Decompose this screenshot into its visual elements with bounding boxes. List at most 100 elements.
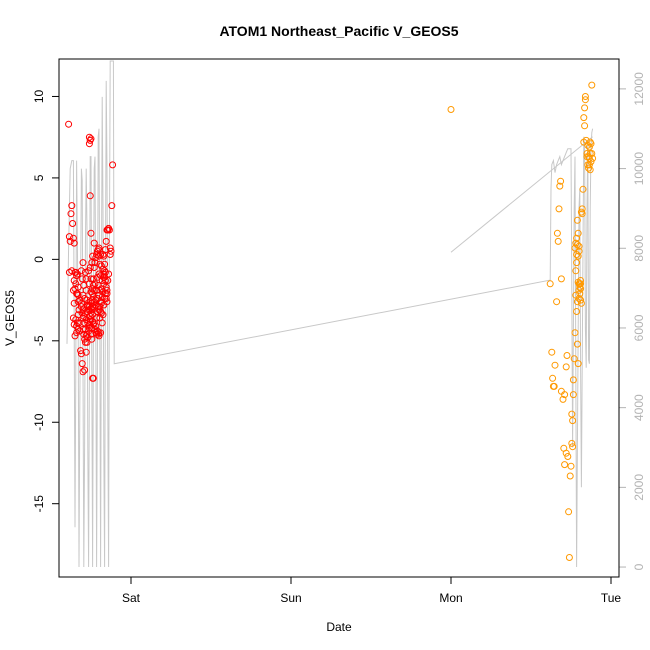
data-point-s1-173 — [74, 291, 82, 299]
data-point-s1-197 — [86, 192, 94, 200]
x-tick-label: Sun — [280, 591, 301, 605]
data-point-s1-166 — [82, 332, 90, 340]
y2-tick-label: 6000 — [632, 314, 646, 341]
data-point-s1-4 — [68, 202, 76, 210]
data-point-s2-56 — [578, 205, 586, 213]
data-point-s2-39 — [572, 267, 580, 275]
data-point-s1-135 — [97, 251, 105, 258]
data-point-s1-83 — [90, 239, 98, 247]
data-point-s2-91 — [573, 259, 581, 267]
data-point-s2-63 — [581, 96, 589, 104]
data-point-s2-54 — [577, 280, 585, 288]
data-point-s2-58 — [579, 185, 587, 193]
y2-tick-label: 8000 — [632, 235, 646, 262]
data-point-s2-6 — [551, 361, 559, 369]
data-point-s1-5 — [69, 220, 77, 227]
data-point-s1-153 — [93, 286, 101, 294]
data-point-s2-22 — [564, 453, 572, 460]
data-point-s1-176 — [98, 319, 106, 327]
data-point-s1-156 — [90, 286, 98, 294]
data-point-s2-31 — [569, 417, 577, 425]
y-tick-label: 0 — [32, 256, 46, 263]
data-point-s2-87 — [574, 252, 582, 260]
y2-tick-label: 10000 — [632, 152, 646, 186]
data-point-s1-198 — [95, 329, 103, 337]
data-point-s1-39 — [82, 275, 90, 283]
data-point-s1-155 — [91, 280, 99, 288]
data-point-s2-7 — [553, 298, 561, 306]
data-point-s1-165 — [83, 338, 91, 346]
data-point-s1-184 — [101, 267, 109, 275]
data-point-s2-90 — [571, 244, 579, 252]
data-point-s1-109 — [106, 244, 114, 252]
data-point-s1-111 — [108, 202, 116, 210]
data-point-s1-136 — [92, 322, 100, 330]
data-point-s2-5 — [550, 382, 558, 390]
data-point-s1-46 — [79, 368, 87, 376]
y-tick-label: -15 — [32, 495, 46, 513]
data-point-s2-24 — [565, 554, 573, 561]
data-point-s2-60 — [581, 122, 589, 130]
data-point-s2-17 — [561, 461, 569, 469]
data-point-s2-20 — [562, 449, 570, 457]
data-point-s2-8 — [553, 229, 561, 237]
data-point-s1-110 — [107, 247, 115, 255]
data-point-s2-33 — [570, 355, 578, 363]
data-point-s1-189 — [99, 251, 107, 258]
data-point-s2-26 — [567, 462, 575, 470]
data-point-s2-27 — [568, 439, 576, 447]
data-point-s1-170 — [79, 306, 87, 314]
data-point-s1-45 — [82, 348, 90, 356]
data-point-s2-81 — [585, 143, 593, 151]
data-point-s2-15 — [559, 395, 567, 403]
plot-frame — [58, 58, 620, 578]
data-point-s2-50 — [575, 286, 583, 294]
data-point-s2-79 — [584, 141, 592, 149]
data-point-s1-169 — [80, 312, 88, 320]
y-tick-label: -10 — [32, 413, 46, 431]
y-axis-label: V_GEOS5 — [3, 290, 17, 346]
altitude-line-segment — [450, 136, 593, 253]
data-point-s2-38 — [574, 360, 582, 368]
data-point-s1-126 — [89, 281, 97, 289]
data-point-s2-9 — [554, 237, 562, 245]
altitude-layer — [66, 60, 594, 568]
data-point-s2-89 — [572, 239, 580, 247]
y-tick-label: 5 — [32, 174, 46, 181]
data-point-s1-146 — [73, 329, 81, 337]
data-point-s2-25 — [566, 472, 574, 480]
data-point-s2-28 — [569, 443, 577, 451]
data-point-s1-196 — [87, 135, 95, 143]
data-point-s1-182 — [103, 290, 111, 298]
data-point-s2-21 — [563, 352, 571, 359]
data-point-s1-31 — [78, 360, 86, 368]
data-point-s2-2 — [548, 348, 556, 356]
data-point-s1-82 — [95, 244, 103, 252]
data-point-s1-71 — [89, 374, 97, 382]
data-point-s2-29 — [569, 391, 577, 399]
data-point-s2-43 — [574, 229, 582, 237]
points-layer — [65, 81, 597, 561]
data-point-s1-181 — [102, 283, 110, 291]
data-point-s1-188 — [97, 262, 105, 270]
data-point-s2-36 — [573, 308, 581, 315]
data-point-s2-23 — [565, 508, 573, 516]
data-point-s2-42 — [573, 216, 581, 224]
data-point-s1-149 — [70, 277, 78, 284]
x-axis-label: Date — [326, 620, 352, 634]
data-point-s1-159 — [88, 306, 96, 314]
data-point-s2-65 — [582, 136, 590, 144]
data-point-s1-35 — [79, 259, 87, 267]
data-point-s1-171 — [77, 303, 85, 311]
data-point-s2-18 — [561, 391, 569, 399]
data-point-s2-82 — [586, 150, 594, 157]
data-point-s1-157 — [89, 293, 97, 301]
data-point-s1-53 — [85, 267, 93, 275]
data-point-s2-74 — [588, 81, 596, 89]
data-point-s2-49 — [577, 285, 585, 293]
x-tick-label: Mon — [439, 591, 462, 605]
x-tick-label: Sat — [122, 591, 141, 605]
data-point-s2-52 — [577, 296, 585, 304]
data-point-s2-30 — [568, 410, 576, 418]
